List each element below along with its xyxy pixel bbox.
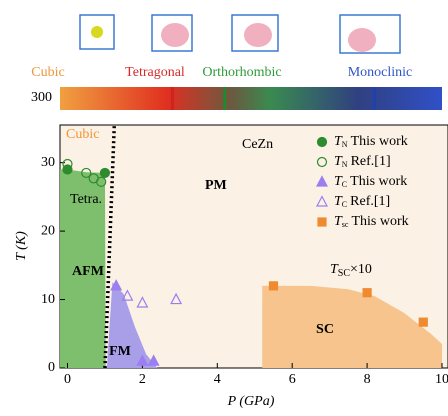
y-axis-label: T (K) <box>14 231 29 261</box>
legend-subscript: C <box>342 180 347 189</box>
y-tick-label: 30 <box>41 155 55 170</box>
crystal-icons <box>80 15 400 53</box>
x-tick-label: 10 <box>435 372 448 387</box>
colorbar <box>60 87 442 110</box>
legend-note: This work <box>351 134 408 149</box>
phase-label: Cubic <box>31 65 64 80</box>
legend-note: This work <box>350 174 407 189</box>
phase-label: Orthorhombic <box>202 65 281 80</box>
annotation: Tetra. <box>70 192 102 207</box>
data-point <box>269 282 277 290</box>
x-tick-label: 8 <box>364 372 371 387</box>
x-tick-label: 2 <box>139 372 146 387</box>
legend-note: Ref.[1] <box>351 154 391 169</box>
y-tick-label: 0 <box>48 360 55 375</box>
data-point <box>100 168 109 177</box>
legend-marker <box>318 138 327 147</box>
colorbar-label: 300 <box>31 90 52 105</box>
phase-label: Tetragonal <box>125 65 185 80</box>
x-tick-label: 0 <box>64 372 71 387</box>
legend-subscript: sc <box>342 220 349 229</box>
region-label: FM <box>109 344 131 359</box>
region-label: SC <box>316 322 334 337</box>
legend-marker <box>318 218 326 226</box>
annotation: PM <box>205 178 227 193</box>
scaled-label: TSC×10 <box>330 262 372 279</box>
data-point <box>363 289 371 297</box>
legend-note: This work <box>351 214 408 229</box>
compound-label: CeZn <box>242 137 273 152</box>
scaled-label-part: ×10 <box>350 262 372 277</box>
annotation: Cubic <box>66 127 99 142</box>
legend-subscript: C <box>342 200 347 209</box>
x-axis-label: P (GPa) <box>227 394 275 409</box>
data-point <box>419 318 427 326</box>
legend-note: Ref.[1] <box>350 194 390 209</box>
region-label: AFM <box>72 264 104 279</box>
x-tick-label: 6 <box>289 372 296 387</box>
phase-label: Monoclinic <box>348 65 413 80</box>
x-tick-label: 4 <box>214 372 221 387</box>
chart: CubicTetragonalOrthorhombicMonoclinic300… <box>0 0 448 411</box>
y-tick-label: 10 <box>41 292 55 307</box>
scaled-label-part: SC <box>338 268 351 279</box>
legend-subscript: N <box>342 160 348 169</box>
legend-subscript: N <box>342 140 348 149</box>
y-tick-label: 20 <box>41 223 55 238</box>
